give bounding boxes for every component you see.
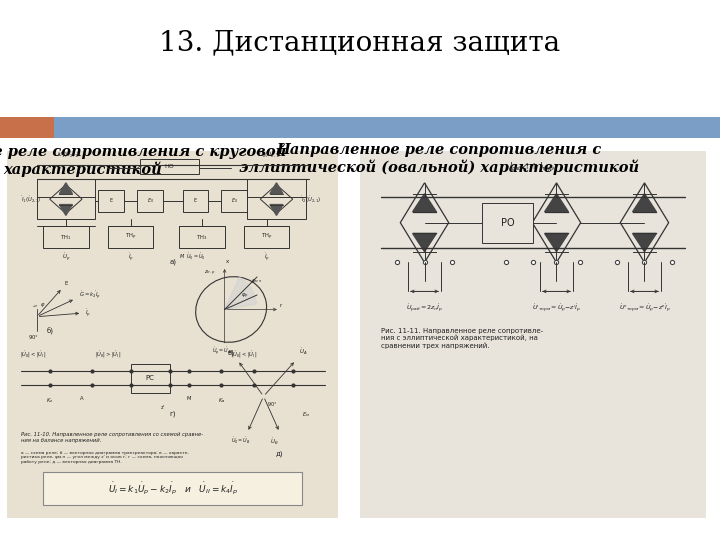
Text: б): б) [46, 328, 53, 335]
Text: ТН$_1$: ТН$_1$ [60, 233, 71, 241]
Bar [183, 190, 209, 212]
Text: Направленное реле сопротивления с круговой
характеристикой: Направленное реле сопротивления с кругов… [0, 143, 287, 177]
Text: $\dot{U}_B$: $\dot{U}_B$ [270, 436, 279, 447]
Text: $\dot{U}''_{торм}{=}\dot{U}_р{-}z''\dot{I}_р$: $\dot{U}''_{торм}{=}\dot{U}_р{-}z''\dot{… [618, 302, 670, 314]
Bar [138, 190, 163, 212]
Text: $E_м$: $E_м$ [302, 410, 310, 419]
Text: $\dot{G}=k_2\dot{I}_p$: $\dot{G}=k_2\dot{I}_p$ [79, 289, 101, 301]
Bar [244, 226, 289, 248]
Text: $E_0$: $E_0$ [231, 197, 238, 205]
Bar [0, 117, 54, 138]
Text: ТН$_р$: ТН$_р$ [125, 232, 136, 242]
Text: $\dot{U}'_{торм}{=}\dot{U}_р{-}z'\dot{I}_р$: $\dot{U}'_{торм}{=}\dot{U}_р{-}z'\dot{I}… [532, 302, 581, 314]
Polygon shape [413, 194, 436, 212]
Text: A: A [80, 396, 84, 401]
Text: $|\dot{U}_{II}|<|\dot{U}_I|$: $|\dot{U}_{II}|<|\dot{U}_I|$ [20, 350, 47, 360]
Text: в): в) [228, 349, 235, 356]
Text: $K_x$: $K_x$ [46, 396, 53, 405]
Text: Направленное реле сопротивления с
эллиптической (овальной) характеристикой: Направленное реле сопротивления с эллипт… [239, 143, 639, 175]
Text: $E_0$: $E_0$ [147, 197, 153, 205]
Text: $\varphi$: $\varphi$ [40, 301, 45, 309]
Text: РС: РС [145, 375, 155, 381]
Polygon shape [633, 233, 657, 252]
Text: $\dot{U}_I = k_1\dot{U}_p - k_2\dot{I}_p$   и   $\dot{U}_{II} = k_4\dot{I}_p$: $\dot{U}_I = k_1\dot{U}_p - k_2\dot{I}_p… [107, 481, 238, 497]
Text: $|\dot{U}_{II}|<|\dot{U}_I|$: $|\dot{U}_{II}|<|\dot{U}_I|$ [231, 350, 257, 360]
Text: M: M [186, 396, 192, 401]
Text: д): д) [276, 450, 284, 457]
Text: z': z' [161, 406, 165, 410]
Text: $\dot{I}_p$: $\dot{I}_p$ [86, 307, 91, 319]
Text: $K_a$: $K_a$ [217, 396, 225, 405]
Text: E: E [64, 281, 68, 286]
Text: г): г) [169, 411, 176, 417]
Text: $\dot{U}_p$: $\dot{U}_p$ [62, 252, 70, 264]
Text: $M$  $\dot{U}_0=\dot{U}_0$: $M$ $\dot{U}_0=\dot{U}_0$ [179, 252, 206, 262]
Text: $\dot{I}_2(\dot{U}_{2,1})$: $\dot{I}_2(\dot{U}_{2,1})$ [302, 194, 322, 204]
Text: r: r [280, 302, 282, 308]
Bar [43, 226, 89, 248]
Text: $\dot{U}_{раб}{=}2z_н\dot{I}_р$: $\dot{U}_{раб}{=}2z_н\dot{I}_р$ [406, 302, 444, 314]
Text: $\dot{I}_1(\dot{U}_{2,1})$: $\dot{I}_1(\dot{U}_{2,1})$ [20, 194, 41, 204]
Text: $\varphi_{м.н}$: $\varphi_{м.н}$ [251, 276, 262, 285]
Bar [98, 190, 125, 212]
Text: а): а) [169, 259, 176, 265]
Text: $\dot{U}_0{=}\dot{U}_B$: $\dot{U}_0{=}\dot{U}_B$ [231, 436, 251, 447]
Text: $90°$: $90°$ [28, 333, 39, 341]
Bar [179, 226, 225, 248]
Polygon shape [633, 194, 657, 212]
Polygon shape [270, 205, 283, 215]
Text: $\dot{U}_A$: $\dot{U}_A$ [300, 346, 307, 356]
Bar [248, 179, 306, 219]
Text: $90°$: $90°$ [266, 400, 277, 408]
Polygon shape [59, 205, 72, 215]
Text: НО: НО [165, 164, 174, 169]
Text: $\dot{I}_p$: $\dot{I}_p$ [127, 252, 134, 264]
Polygon shape [544, 194, 568, 212]
Text: $\dot{U}_2(\dot{U}_{2,1})$: $\dot{U}_2(\dot{U}_{2,1})$ [258, 150, 282, 159]
Bar [43, 472, 302, 505]
Polygon shape [544, 233, 568, 252]
Text: ТН$_р$: ТН$_р$ [261, 232, 272, 242]
Text: $I_{раб}$ ↑↑ $I_{торм}$: $I_{раб}$ ↑↑ $I_{торм}$ [509, 161, 557, 174]
Text: E: E [194, 198, 197, 204]
Text: 13. Дистанционная защита: 13. Дистанционная защита [159, 30, 561, 57]
Polygon shape [59, 183, 72, 194]
Text: $\varphi_p$: $\varphi_p$ [241, 292, 248, 301]
Bar [482, 202, 533, 242]
Text: а — схема реле; б — векторная диаграмма трансреактора; в — характе-
ристика реле: а — схема реле; б — векторная диаграмма … [20, 450, 189, 464]
Text: Рис. 11-11. Направленное реле сопротивле-
ния с эллиптической характеристикой, н: Рис. 11-11. Направленное реле сопротивле… [381, 328, 543, 349]
Bar [360, 151, 706, 518]
Bar [108, 226, 153, 248]
Text: $\dot{I}_p$: $\dot{I}_p$ [264, 252, 270, 264]
Polygon shape [270, 183, 283, 194]
Text: E: E [109, 198, 113, 204]
Text: Рис. 11-10. Направленное реле сопротивления со схемой сравне-
ния на балансе нап: Рис. 11-10. Направленное реле сопротивле… [20, 433, 202, 443]
Bar [37, 179, 95, 219]
Text: ТН$_3$: ТН$_3$ [197, 233, 207, 241]
Polygon shape [225, 277, 256, 309]
Polygon shape [413, 233, 436, 252]
Bar [7, 151, 338, 518]
Bar [140, 159, 199, 174]
Text: $z_{н.р}$: $z_{н.р}$ [204, 269, 215, 278]
Text: РО: РО [500, 218, 514, 228]
Text: x: x [226, 259, 230, 264]
Text: $\dot{U}_p{=}\dot{U}_{AB}$: $\dot{U}_p{=}\dot{U}_{AB}$ [212, 345, 235, 356]
Bar [54, 117, 720, 138]
Text: $\dot{U}_1(\dot{U}_{2,1})$: $\dot{U}_1(\dot{U}_{2,1})$ [58, 150, 81, 159]
Bar [131, 364, 170, 393]
Text: $|\dot{U}_{II}|>|\dot{U}_I|$: $|\dot{U}_{II}|>|\dot{U}_I|$ [95, 350, 121, 360]
Bar [222, 190, 248, 212]
